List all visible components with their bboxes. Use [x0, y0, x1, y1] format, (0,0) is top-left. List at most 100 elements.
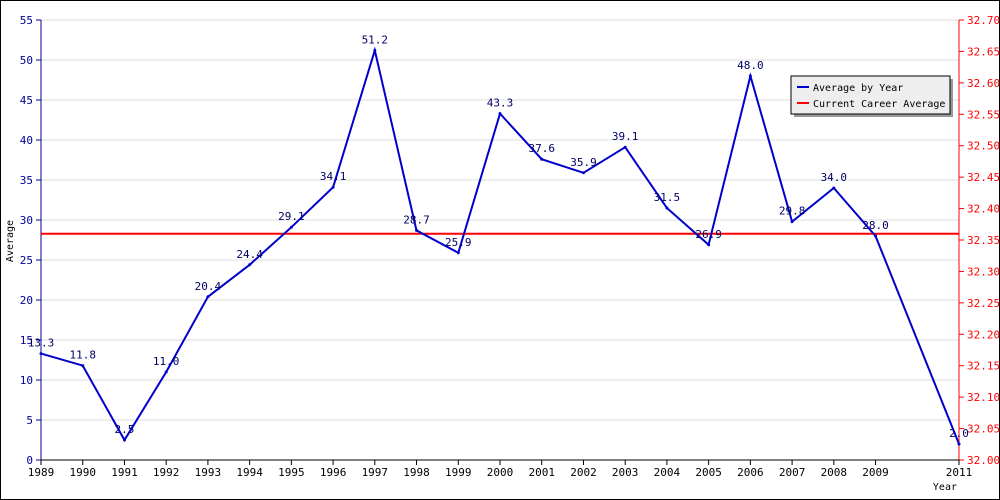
data-point [248, 263, 252, 267]
y-left-tick-label: 25 [20, 254, 33, 267]
data-point [748, 74, 752, 78]
y-axis-title: Average [5, 220, 16, 262]
data-point [289, 225, 293, 229]
data-point [540, 157, 544, 161]
x-tick-label: 1994 [236, 466, 263, 479]
data-label: 43.3 [487, 97, 514, 110]
x-tick-label: 1991 [111, 466, 138, 479]
data-labels-layer: 13.3 11.8 2.5 11.0 20.4 24.4 29.1 34.1 51.2 28.7 2… [28, 33, 969, 440]
data-point [498, 112, 502, 116]
data-point [164, 370, 168, 374]
data-point [456, 251, 460, 255]
data-label: 34.0 [821, 171, 848, 184]
x-tick-label: 1998 [403, 466, 430, 479]
x-tick-label: 2006 [737, 466, 764, 479]
data-point [623, 145, 627, 149]
y-right-tick-label: 32.65 [967, 45, 999, 58]
x-tick-label: 2000 [487, 466, 514, 479]
x-tick-label: 1993 [195, 466, 222, 479]
x-tick-label: 1997 [362, 466, 389, 479]
data-label: 29.1 [278, 210, 305, 223]
series-line-average-by-year [40, 46, 960, 445]
x-tick-label: 2002 [570, 466, 597, 479]
y-right-tick-label: 32.15 [967, 360, 999, 373]
x-tick-label: 2007 [779, 466, 806, 479]
x-tick-label: 2011 [946, 466, 973, 479]
data-point [874, 234, 878, 238]
legend-box [790, 75, 951, 115]
y-right-tick-label: 32.20 [967, 328, 999, 341]
data-label: 28.7 [403, 213, 430, 226]
data-label: 35.9 [570, 156, 597, 169]
data-label: 51.2 [362, 33, 389, 46]
x-tick-label: 1996 [320, 466, 347, 479]
x-tick-label: 2003 [612, 466, 639, 479]
legend-entry: Current Career Average [813, 99, 945, 110]
y-left-tick-label: 15 [20, 334, 33, 347]
data-point [415, 228, 419, 232]
y-left-tick-label: 45 [20, 94, 33, 107]
data-label: 37.6 [528, 142, 555, 155]
y-left-tick-label: 20 [20, 294, 33, 307]
x-tick-label: 1999 [445, 466, 472, 479]
y-right-tick-label: 32.55 [967, 108, 999, 121]
legend-entry: Average by Year [813, 83, 903, 94]
data-point [39, 352, 43, 356]
data-label: 48.0 [737, 59, 764, 72]
series-layer [39, 46, 961, 446]
data-point [832, 186, 836, 190]
data-label: 31.5 [654, 191, 681, 204]
y-left-tick-label: 35 [20, 174, 33, 187]
data-point [206, 295, 210, 299]
data-label: 34.1 [320, 170, 347, 183]
y-right-tick-label: 32.40 [967, 203, 999, 216]
data-point [373, 48, 377, 52]
x-axis-title: Year [933, 482, 957, 493]
y-left-tick-label: 5 [26, 414, 33, 427]
y-left-tick-label: 0 [26, 454, 33, 467]
data-point [122, 438, 126, 442]
data-point [581, 171, 585, 175]
y-right-tick-label: 32.45 [967, 171, 999, 184]
data-point [790, 220, 794, 224]
y-left-tick-label: 10 [20, 374, 33, 387]
data-label: 28.0 [862, 219, 889, 232]
data-label: 2.0 [949, 427, 969, 440]
y-right-tick-label: 32.10 [967, 391, 999, 404]
y-right-tick-label: 32.60 [967, 77, 999, 90]
y-right-tick-label: 32.00 [967, 454, 999, 467]
data-point [81, 364, 85, 368]
data-label: 11.8 [69, 349, 96, 362]
y-right-tick-label: 32.30 [967, 265, 999, 278]
data-point [707, 243, 711, 247]
x-tick-label: 2005 [695, 466, 722, 479]
x-tick-label: 2001 [528, 466, 555, 479]
data-label: 24.4 [236, 248, 263, 261]
y-left-tick-label: 30 [20, 214, 33, 227]
x-tick-label: 2009 [862, 466, 889, 479]
data-point [665, 206, 669, 210]
x-tick-label: 1989 [28, 466, 55, 479]
y-left-tick-label: 40 [20, 134, 33, 147]
data-label: 20.4 [195, 280, 222, 293]
y-left-tick-label: 50 [20, 54, 33, 67]
data-label: 2.5 [115, 423, 135, 436]
axes-layer: 0 5 10 15 20 25 30 35 40 45 50 55 32.00 32.05 32.10 32.… [5, 14, 999, 493]
data-label: 29.8 [779, 205, 806, 218]
data-label: 39.1 [612, 130, 639, 143]
data-label: 11.0 [153, 355, 180, 368]
y-right-tick-label: 32.70 [967, 14, 999, 27]
y-right-tick-label: 32.05 [967, 423, 999, 436]
x-tick-label: 1990 [69, 466, 96, 479]
data-label: 25.9 [445, 236, 472, 249]
data-point [957, 442, 961, 446]
y-right-tick-label: 32.35 [967, 234, 999, 247]
y-right-tick-label: 32.50 [967, 140, 999, 153]
x-tick-label: 2004 [654, 466, 681, 479]
legend: Average by Year Current Career Average [790, 75, 953, 117]
x-tick-label: 2008 [821, 466, 848, 479]
data-label: 13.3 [28, 337, 55, 350]
x-tick-label: 1992 [153, 466, 180, 479]
